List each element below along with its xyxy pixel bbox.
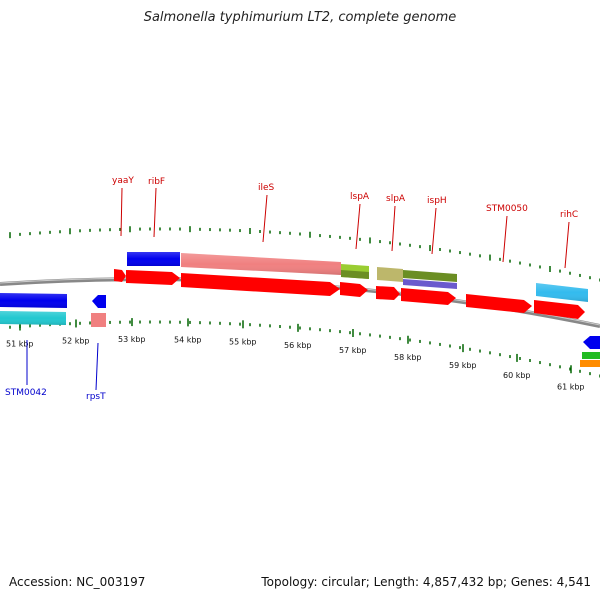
gene-ispH-lower xyxy=(403,279,457,289)
label-ribF[interactable]: ribF xyxy=(148,177,165,187)
gene-slpA-cds[interactable] xyxy=(376,286,400,300)
gene-rpsT[interactable] xyxy=(91,313,106,327)
gene-stm0050-cds[interactable] xyxy=(466,294,532,313)
tick-label: 58 kbp xyxy=(394,353,422,362)
label-STM0050[interactable]: STM0050 xyxy=(486,204,528,214)
label-STM0042[interactable]: STM0042 xyxy=(5,388,47,398)
gene-ispH-cds[interactable] xyxy=(401,288,456,305)
gene-right-blue[interactable] xyxy=(583,336,600,349)
label-ileS[interactable]: ileS xyxy=(258,183,275,193)
label-slpA[interactable]: slpA xyxy=(386,194,406,204)
topology-text: Topology: circular; Length: 4,857,432 bp… xyxy=(261,575,591,589)
tick-label: 54 kbp xyxy=(174,335,202,344)
tick-label: 56 kbp xyxy=(284,341,312,350)
label-yaaY[interactable]: yaaY xyxy=(112,176,134,186)
label-rpsT[interactable]: rpsT xyxy=(86,392,106,402)
tick-label: 52 kbp xyxy=(62,336,90,345)
tick-label: 60 kbp xyxy=(503,371,531,380)
gene-ribF[interactable] xyxy=(126,270,180,285)
tick-label: 59 kbp xyxy=(449,361,477,370)
label-ispH[interactable]: ispH xyxy=(427,196,447,206)
forward-genes-row2 xyxy=(114,269,585,319)
label-lspA[interactable]: lspA xyxy=(350,192,370,202)
gene-lspA-cds[interactable] xyxy=(340,282,368,297)
gene-arrow-1[interactable] xyxy=(114,269,126,282)
shading xyxy=(0,252,588,325)
genome-title: Salmonella typhimurium LT2, complete gen… xyxy=(143,10,457,25)
outer-tick-ring xyxy=(9,226,600,282)
gene-right-orange[interactable] xyxy=(580,360,600,367)
tick-label: 53 kbp xyxy=(118,335,146,344)
reverse-genes xyxy=(91,295,600,367)
gene-ispH[interactable] xyxy=(403,270,457,282)
inner-tick-ring: 51 kbp 52 kbp 53 kbp 54 kbp 55 kbp 56 kbp 57 k… xyxy=(6,318,600,391)
gene-ileS-cds[interactable] xyxy=(181,273,340,296)
gene-right-green[interactable] xyxy=(582,352,600,359)
tick-label: 51 kbp xyxy=(6,340,34,349)
label-rihC[interactable]: rihC xyxy=(560,210,578,220)
tick-label: 57 kbp xyxy=(339,346,367,355)
tick-label: 61 kbp xyxy=(557,382,585,391)
tick-label: 55 kbp xyxy=(229,337,257,346)
accession-text: Accession: NC_003197 xyxy=(9,575,146,589)
gene-lspA-inner xyxy=(341,270,369,279)
bottom-gene-labels: STM0042 rpsT xyxy=(5,340,106,402)
gene-slpA[interactable] xyxy=(377,267,403,282)
gene-rpsT-arrow[interactable] xyxy=(92,295,106,308)
top-gene-labels: yaaY ribF ileS lspA slpA ispH STM0050 ri… xyxy=(112,176,578,269)
gene-rihC-cds[interactable] xyxy=(534,300,585,319)
